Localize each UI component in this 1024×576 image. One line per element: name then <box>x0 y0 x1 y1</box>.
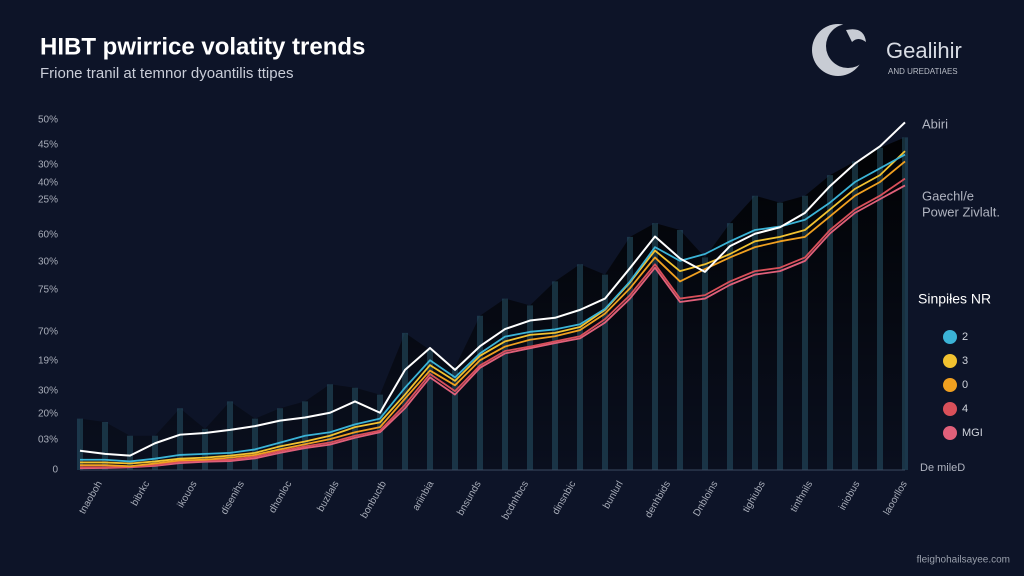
legend-title: Sinpiłes NR <box>918 291 991 307</box>
x-tick-label: ariinbia <box>411 479 437 513</box>
x-tick-label: bonbuctb <box>359 479 389 521</box>
y-tick-label: 19% <box>38 356 58 367</box>
series-line <box>80 177 906 469</box>
legend-swatch <box>943 330 957 344</box>
y-tick-label: 70% <box>38 327 58 338</box>
x-tick-label: bibrkc <box>129 479 152 508</box>
x-tick-label: bnsunds <box>455 479 483 517</box>
series-line <box>80 160 906 468</box>
y-tick-label: 03% <box>38 435 58 446</box>
background-area-group <box>77 137 908 470</box>
brand-tagline: AND UREDATIAES <box>888 67 958 76</box>
legend-label: 3 <box>962 355 968 367</box>
side-label: Abiri <box>922 116 948 131</box>
legend-label: 0 <box>962 379 968 391</box>
brand-name: Gealihir <box>886 38 962 63</box>
y-tick-label: 40% <box>38 178 58 189</box>
legend-swatch <box>943 354 957 368</box>
chart-title: HIBT pwirrice volatity trends <box>40 33 365 60</box>
y-tick-label: 50% <box>38 115 58 126</box>
x-tick-label: dhonloc <box>267 479 294 515</box>
series-line <box>79 184 906 470</box>
x-tick-label: tinthnils <box>789 479 815 514</box>
x-tick-label: ikouos <box>176 479 200 510</box>
y-tick-label: 60% <box>38 230 58 241</box>
x-tick-label: tnaoboh <box>77 479 105 516</box>
background-area <box>80 137 905 470</box>
brand-logo <box>812 24 870 76</box>
series-line <box>79 121 906 457</box>
legend-label: 2 <box>962 331 968 343</box>
x-tick-label: disenihs <box>219 479 247 516</box>
x-tick-label: tighiubs <box>741 479 768 514</box>
y-tick-label: 30% <box>38 257 58 268</box>
legend-label: 4 <box>962 403 968 415</box>
legend-swatch <box>943 378 957 392</box>
legend-swatch <box>943 426 957 440</box>
legend-label: MGI <box>962 427 983 439</box>
side-label: Gaechl/e <box>922 188 974 203</box>
series-line <box>80 153 906 463</box>
legend-swatch <box>943 402 957 416</box>
y-tick-label: 0 <box>52 465 58 476</box>
y-tick-label: 30% <box>38 386 58 397</box>
y-tick-label: 25% <box>38 195 58 206</box>
x-tick-label: buzilals <box>315 479 341 513</box>
series-line <box>80 150 906 465</box>
y-tick-label: 75% <box>38 285 58 296</box>
source: fleighohailsayee.com <box>917 555 1010 566</box>
y-tick-label: 20% <box>38 409 58 420</box>
x-tick-label: Dnbloins <box>691 479 720 518</box>
x-tick-label: iniobus <box>837 479 862 512</box>
y-tick-label: 30% <box>38 160 58 171</box>
x-tick-label: dinsnbic <box>551 479 579 516</box>
y-tick-label: 45% <box>38 140 58 151</box>
x-tick-label: bcdnhbcs <box>500 479 531 522</box>
footer-label: De mileD <box>920 462 965 474</box>
x-tick-label: denhbids <box>643 479 673 520</box>
x-tick-label: bunlurl <box>601 479 626 511</box>
side-label: Power Zivlalt. <box>922 204 1000 219</box>
chart-subtitle: Frione tranil at temnor dyoantilis ttipe… <box>40 65 293 82</box>
x-tick-label: laoorllos <box>882 479 910 517</box>
